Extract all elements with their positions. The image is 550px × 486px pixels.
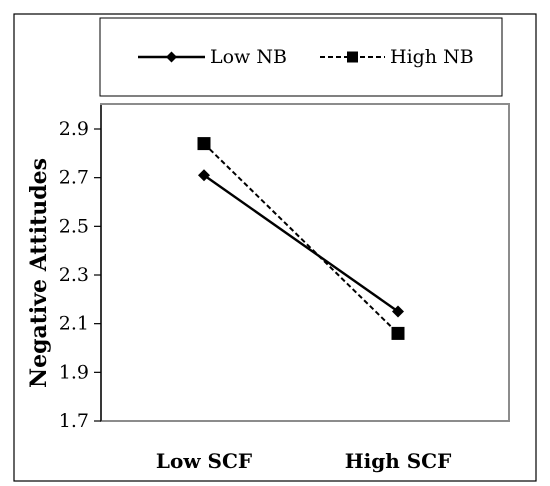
series-high-nb bbox=[197, 137, 405, 340]
data-point-diamond bbox=[198, 169, 210, 182]
y-tick-label: 2.9 bbox=[59, 118, 89, 140]
series-line bbox=[203, 174, 399, 313]
y-tick-label: 2.5 bbox=[59, 215, 89, 237]
legend-label: High NB bbox=[390, 46, 474, 68]
legend-marker-square bbox=[347, 51, 358, 63]
y-tick-label: 2.3 bbox=[59, 264, 89, 286]
x-category-label: High SCF bbox=[345, 449, 452, 473]
legend-marker-diamond bbox=[166, 51, 177, 63]
y-tick-label: 1.9 bbox=[59, 361, 89, 383]
outer-frame bbox=[13, 13, 537, 482]
legend-label: Low NB bbox=[210, 46, 287, 68]
plot-area bbox=[100, 103, 510, 422]
y-tick-label: 2.7 bbox=[59, 167, 89, 189]
data-point-square bbox=[197, 137, 211, 151]
series-line bbox=[203, 142, 399, 335]
y-axis-label: Negative Attitudes bbox=[26, 158, 52, 388]
x-category-label: Low SCF bbox=[156, 449, 252, 473]
x-axis-labels: Low SCF High SCF bbox=[156, 449, 451, 473]
series-layer bbox=[197, 137, 405, 340]
series-low-nb bbox=[198, 169, 404, 318]
legend-item: Low NB bbox=[138, 46, 287, 68]
y-tick-label: 1.7 bbox=[59, 410, 89, 432]
legend: Low NB High NB bbox=[138, 46, 474, 68]
data-point-square bbox=[391, 326, 405, 340]
data-point-diamond bbox=[392, 305, 404, 318]
y-tick-label: 2.1 bbox=[59, 313, 89, 335]
legend-item: High NB bbox=[320, 46, 474, 68]
y-axis-ticks: 1.7 1.9 2.1 2.3 2.5 2.7 2.9 bbox=[59, 118, 101, 432]
